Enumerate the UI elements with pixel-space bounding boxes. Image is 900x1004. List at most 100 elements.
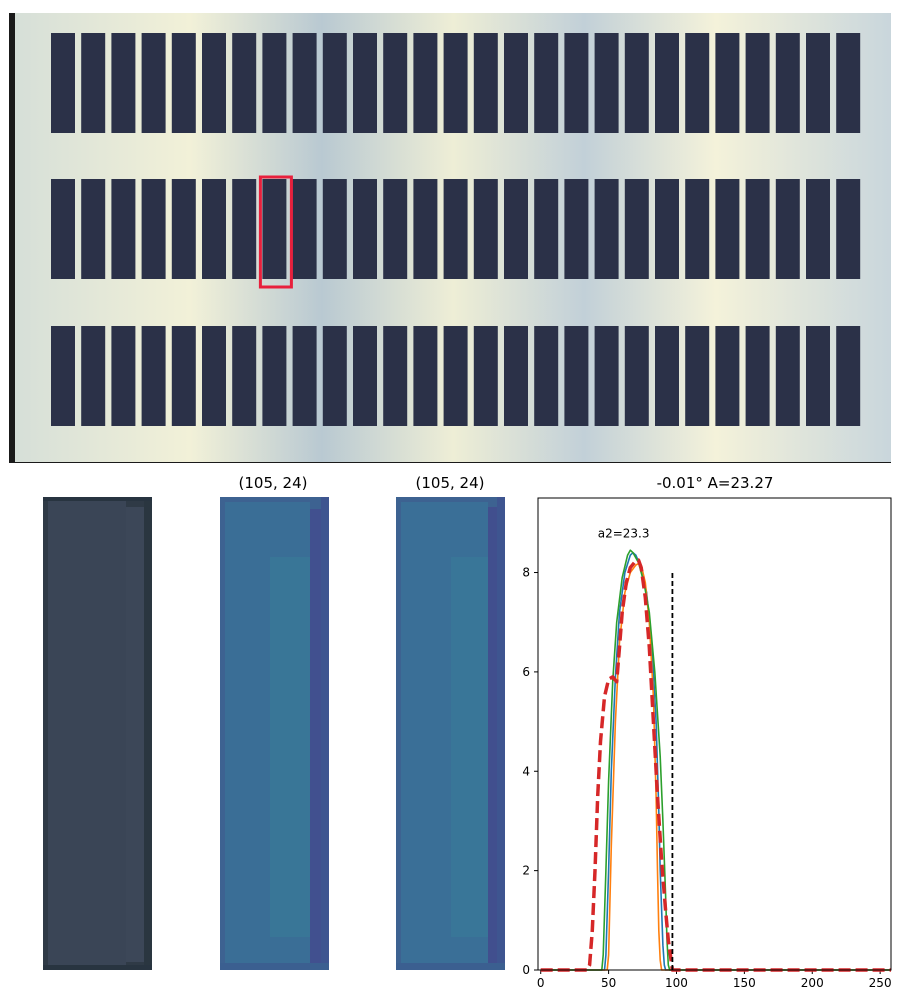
solar-cell	[383, 326, 408, 426]
raw-cell-crop	[43, 497, 152, 970]
y-tick-label: 0	[522, 963, 530, 977]
solar-cell	[775, 179, 800, 279]
solar-cell	[534, 179, 559, 279]
solar-cell	[806, 33, 830, 133]
solar-cell	[624, 326, 649, 426]
solar-cell	[141, 326, 166, 426]
cell-grid	[51, 33, 861, 426]
solar-cell	[655, 179, 679, 279]
series-line-1	[540, 551, 891, 971]
plot-frame	[537, 497, 892, 971]
solar-cell	[655, 326, 679, 426]
solar-cell	[81, 326, 106, 426]
solar-cell	[262, 326, 287, 426]
solar-cell	[443, 33, 468, 133]
solar-cell	[413, 326, 438, 426]
solar-cell	[322, 326, 347, 426]
solar-cell	[111, 33, 136, 133]
solar-cell	[594, 179, 619, 279]
plot-area	[538, 498, 891, 970]
solar-cell	[685, 326, 710, 426]
solar-cell	[202, 179, 226, 279]
solar-cell	[655, 33, 679, 133]
solar-cell	[232, 33, 257, 133]
x-tick-label: 150	[733, 976, 756, 990]
x-tick-label: 250	[869, 976, 892, 990]
solar-cell	[564, 33, 589, 133]
highlight-box	[258, 175, 293, 289]
solar-cell	[232, 326, 257, 426]
solar-cell	[745, 326, 770, 426]
solar-cell	[81, 33, 106, 133]
solar-cell	[806, 326, 830, 426]
solar-cell	[141, 179, 166, 279]
solar-cell	[715, 33, 740, 133]
chart-title: -0.01° A=23.27	[657, 474, 774, 492]
x-tick-label: 50	[601, 976, 616, 990]
solar-cell	[202, 33, 226, 133]
x-tick-label: 100	[665, 976, 688, 990]
solar-cell	[111, 179, 136, 279]
solar-cell	[292, 326, 317, 426]
solar-cell	[81, 179, 106, 279]
profile-plot: -0.01° A=23.27 0 50 100 150 200 250 0 2 4 6 8 a2=23…	[522, 474, 892, 990]
solar-cell	[353, 179, 377, 279]
crop-title-1: (105, 24)	[238, 474, 308, 492]
y-tick-label: 2	[522, 864, 530, 878]
solar-cell	[594, 326, 619, 426]
solar-cell	[745, 33, 770, 133]
solar-cell	[473, 179, 498, 279]
solar-cell	[836, 33, 861, 133]
y-tick-label: 8	[522, 566, 530, 580]
solar-cell	[171, 33, 196, 133]
solar-cell	[443, 179, 468, 279]
solar-cell	[383, 179, 408, 279]
x-tick-label: 200	[801, 976, 824, 990]
solar-cell	[504, 326, 528, 426]
solar-cell	[775, 326, 800, 426]
solar-cell	[715, 326, 740, 426]
solar-cell	[202, 326, 226, 426]
solar-cell	[745, 179, 770, 279]
solar-cell	[413, 179, 438, 279]
solar-cell	[111, 326, 136, 426]
processed-cell-crop-b	[396, 497, 505, 970]
solar-cell	[504, 33, 528, 133]
solar-panel-photo	[9, 13, 891, 463]
solar-cell	[564, 179, 589, 279]
solar-cell	[564, 326, 589, 426]
solar-cell	[473, 326, 498, 426]
solar-cell	[594, 33, 619, 133]
solar-cell	[262, 179, 287, 279]
solar-cell	[836, 326, 861, 426]
solar-cell	[383, 33, 408, 133]
solar-cell	[624, 33, 649, 133]
solar-cell	[806, 179, 830, 279]
solar-cell	[775, 33, 800, 133]
processed-cell-crop-a	[220, 497, 329, 970]
solar-cell	[322, 33, 347, 133]
solar-cell	[292, 179, 317, 279]
solar-cell	[292, 33, 317, 133]
solar-cell	[262, 33, 287, 133]
series-line-4	[540, 558, 891, 972]
solar-cell	[685, 179, 710, 279]
crop-title-2: (105, 24)	[415, 474, 485, 492]
solar-cell	[171, 326, 196, 426]
solar-cell	[504, 179, 528, 279]
y-tick-label: 6	[522, 665, 530, 679]
solar-cell	[443, 326, 468, 426]
solar-cell	[51, 33, 75, 133]
solar-cell	[232, 179, 257, 279]
solar-cell	[322, 179, 347, 279]
solar-cell	[534, 326, 559, 426]
solar-cell	[836, 179, 861, 279]
solar-panel-image	[0, 0, 900, 470]
solar-cell	[353, 326, 377, 426]
intensity-profile-chart: -0.01° A=23.27 0 50 100 150 200 250 0 2 4 6 8 a2=23…	[500, 470, 900, 1000]
solar-cell	[413, 33, 438, 133]
solar-cell	[51, 179, 75, 279]
solar-cell	[141, 33, 166, 133]
solar-cell	[685, 33, 710, 133]
solar-cell	[51, 326, 75, 426]
